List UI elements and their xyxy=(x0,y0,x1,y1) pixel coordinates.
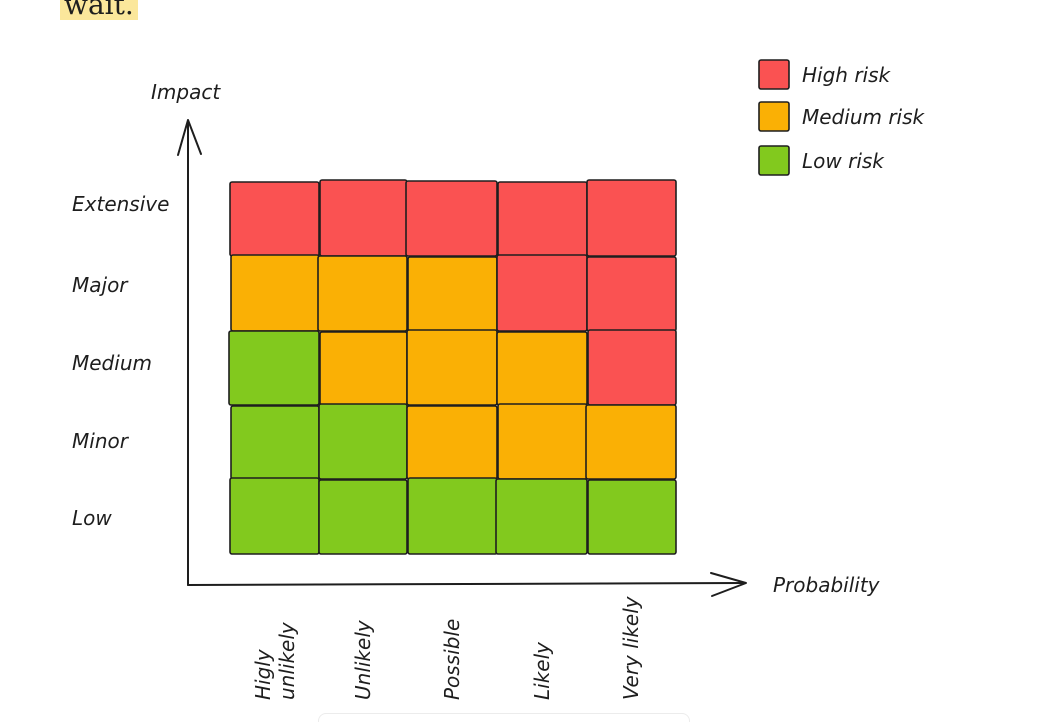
legend-label: High risk xyxy=(802,63,892,87)
probability-label-line: Very likely xyxy=(619,595,643,700)
probability-label-unlikely: Unlikely xyxy=(351,619,375,700)
legend-swatch xyxy=(758,145,790,176)
legend-label: Low risk xyxy=(802,149,885,173)
y-axis-arrowhead xyxy=(177,119,202,156)
impact-label-low: Low xyxy=(72,506,112,530)
risk-cell-medium xyxy=(319,331,408,406)
axes xyxy=(177,119,747,597)
risk-cell-low xyxy=(229,477,320,555)
probability-label-line: unlikely xyxy=(275,621,299,700)
probability-label-very-likely: Very likely xyxy=(619,595,643,700)
risk-cell-high xyxy=(586,179,677,257)
matrix-cells xyxy=(228,179,677,555)
top-text-fragment: wait. xyxy=(60,0,138,20)
legend: High risk Medium risk Low risk xyxy=(758,59,926,176)
risk-cell-low xyxy=(318,479,408,555)
probability-level-labels: Higly unlikely Unlikely Possible Likely Very … xyxy=(251,595,643,700)
risk-cell-medium xyxy=(406,329,498,406)
risk-cell-low xyxy=(228,330,320,406)
probability-label-likely: Likely xyxy=(530,641,554,700)
probability-label-higly-unlikely: Higly unlikely xyxy=(251,621,299,700)
risk-cell-medium xyxy=(317,255,408,332)
impact-level-labels: Extensive Major Medium Minor Low xyxy=(72,192,169,530)
risk-cell-low xyxy=(318,403,408,480)
impact-label-major: Major xyxy=(72,273,129,297)
x-axis-label: Probability xyxy=(773,573,881,597)
impact-label-extensive: Extensive xyxy=(72,192,169,216)
risk-cell-low xyxy=(230,405,320,480)
impact-label-medium: Medium xyxy=(72,351,152,375)
x-axis-arrowhead xyxy=(710,572,747,597)
risk-cell-medium xyxy=(230,254,320,332)
risk-cell-high xyxy=(405,180,498,257)
risk-cell-high xyxy=(229,181,320,257)
risk-cell-medium xyxy=(406,405,498,480)
probability-label-line: Likely xyxy=(530,641,554,700)
legend-label: Medium risk xyxy=(802,105,926,129)
bottom-toolbar-edge xyxy=(318,713,690,722)
probability-label-line: Possible xyxy=(440,619,464,700)
risk-cell-medium xyxy=(496,331,588,406)
risk-cell-low xyxy=(407,477,498,555)
legend-swatch xyxy=(758,59,790,90)
risk-cell-high xyxy=(587,329,677,406)
probability-label-line: Unlikely xyxy=(351,619,375,700)
risk-cell-high xyxy=(319,179,408,257)
risk-cell-low xyxy=(587,479,677,555)
y-axis-label: Impact xyxy=(151,80,221,104)
risk-cell-medium xyxy=(497,403,588,480)
probability-label-possible: Possible xyxy=(440,619,464,700)
risk-cell-low xyxy=(495,478,588,555)
impact-label-minor: Minor xyxy=(72,429,130,453)
legend-swatch xyxy=(758,101,790,132)
risk-cell-medium xyxy=(585,404,677,480)
risk-cell-high xyxy=(497,181,588,257)
x-axis-line xyxy=(187,582,746,586)
risk-cell-high xyxy=(496,254,588,332)
probability-label-line: Higly xyxy=(251,648,275,700)
risk-cell-medium xyxy=(407,256,498,332)
risk-cell-high xyxy=(586,256,677,332)
